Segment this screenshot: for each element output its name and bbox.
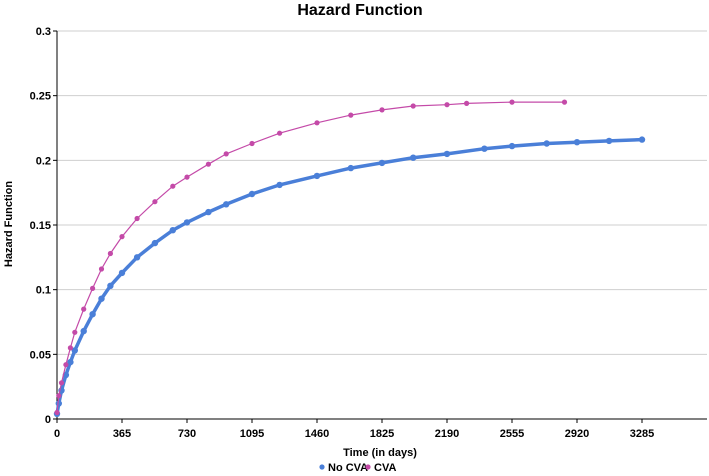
data-point-cva [107,250,113,257]
data-point-no-cva [183,219,191,226]
x-tick-label: 730 [178,428,196,440]
y-tick-label: 0.2 [36,155,51,167]
legend-label: CVA [374,462,396,474]
x-tick-label: 1460 [305,428,329,440]
data-point-cva [63,362,69,368]
data-point-no-cva [89,311,96,318]
data-point-no-cva [443,150,451,158]
data-point-cva [348,112,354,118]
x-tick-label: 1825 [370,428,394,440]
data-point-no-cva [118,269,126,277]
data-point-no-cva [151,239,159,247]
legend-label: No CVA [328,462,368,474]
x-axis-label: Time (in days) [343,447,417,459]
data-point-no-cva [313,172,321,180]
data-point-no-cva [223,201,230,208]
data-point-no-cva [169,227,176,234]
data-point-cva [464,100,470,106]
data-point-cva [249,140,255,147]
data-point-no-cva [410,154,417,161]
data-point-cva [56,393,62,399]
data-point-cva [90,285,96,291]
x-tick-label: 3285 [630,428,654,440]
x-tick-label: 2920 [565,428,589,440]
data-point-no-cva [67,358,74,366]
x-tick-label: 1095 [240,428,264,440]
data-point-no-cva [276,181,283,189]
y-tick-label: 0 [45,414,51,426]
data-point-cva [509,99,515,105]
data-point-cva [223,151,229,157]
x-tick-label: 2190 [435,428,459,440]
data-point-cva [170,183,176,189]
data-point-cva [152,199,158,205]
legend-item-cva: CVA [365,462,396,474]
legend-marker [365,464,371,470]
legend-marker [319,464,325,470]
legend: No CVA CVA [319,462,396,474]
tick-labels: 0 0.05 0.1 0.15 0.2 0.25 0.3 0 365 730 1095 1460 182… [30,26,655,440]
series-no-cva [53,136,646,417]
data-point-cva [81,306,87,312]
chart-title: Hazard Function [297,2,422,19]
data-point-no-cva [481,145,488,152]
data-point-no-cva [71,347,79,354]
grid [57,30,707,355]
data-point-no-cva [573,139,581,146]
data-point-no-cva [248,190,256,198]
data-point-cva [205,161,211,167]
data-point-cva [410,103,416,109]
data-point-cva [379,107,385,113]
series-line-no-cva [55,137,643,415]
data-point-no-cva [80,327,87,335]
y-axis-label: Hazard Function [3,181,15,267]
data-point-cva [54,409,60,416]
x-tick-label: 2555 [500,428,524,440]
series-cva [54,99,568,416]
data-point-no-cva [508,142,516,150]
x-tick-label: 365 [113,428,131,440]
data-point-cva [184,174,190,180]
axes [53,30,707,423]
data-point-no-cva [347,164,354,172]
data-point-no-cva [543,140,550,147]
x-tick-label: 0 [54,428,60,440]
data-point-cva [561,99,568,105]
data-point-no-cva [378,159,386,167]
data-point-cva [277,130,283,136]
y-tick-label: 0.15 [30,220,51,232]
y-tick-label: 0.05 [30,349,51,361]
y-tick-label: 0.25 [30,91,51,103]
data-point-no-cva [605,137,613,145]
data-point-cva [72,329,78,335]
series-layer [53,99,646,417]
y-tick-label: 0.3 [36,26,51,38]
data-point-cva [58,380,65,386]
data-point-cva [119,234,125,240]
data-point-no-cva [133,254,141,261]
data-point-no-cva [638,136,646,143]
data-point-no-cva [107,282,114,289]
data-point-cva [314,120,320,126]
y-tick-label: 0.1 [36,285,51,297]
data-point-cva [444,102,450,108]
data-point-cva [134,215,140,222]
data-point-cva [67,345,73,351]
data-point-no-cva [205,208,212,216]
legend-item-no-cva: No CVA [319,462,368,474]
data-point-no-cva [98,295,105,302]
data-point-cva [98,266,105,272]
